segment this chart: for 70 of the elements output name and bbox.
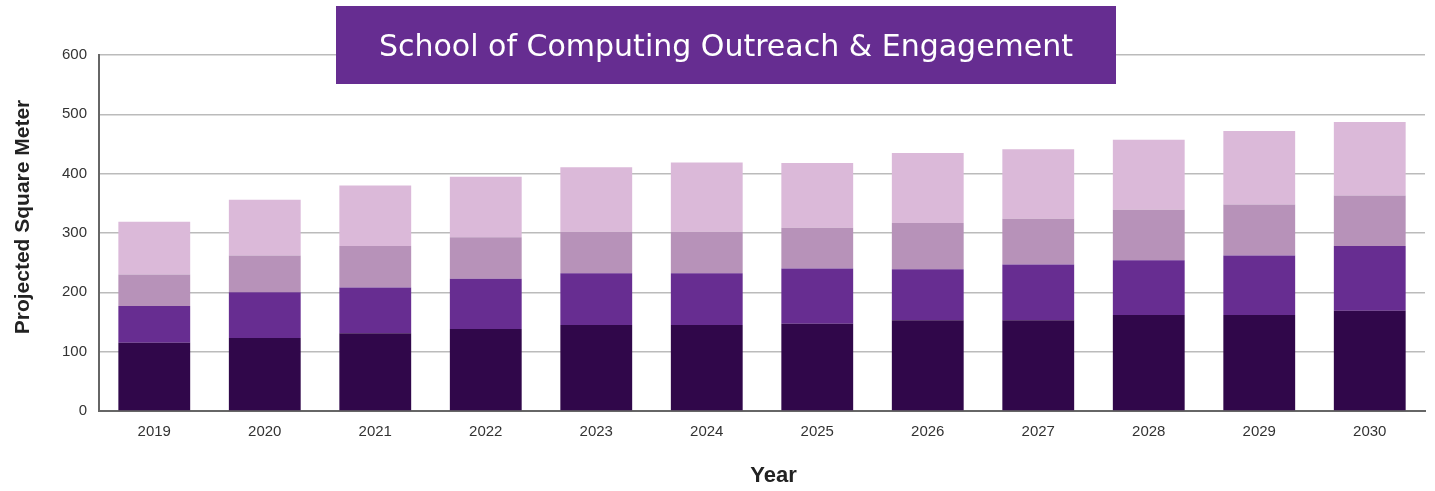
bar bbox=[891, 152, 964, 223]
bar bbox=[560, 231, 633, 274]
bar bbox=[449, 237, 522, 279]
bar bbox=[118, 221, 191, 275]
bar bbox=[228, 338, 301, 411]
x-tick-label: 2020 bbox=[248, 422, 282, 440]
bar bbox=[1333, 310, 1406, 411]
bar bbox=[449, 329, 522, 411]
bar bbox=[339, 287, 412, 334]
bar bbox=[1002, 320, 1075, 411]
bar bbox=[339, 333, 412, 411]
bar bbox=[1223, 255, 1296, 315]
x-tick-label: 2028 bbox=[1132, 422, 1166, 440]
x-tick-label: 2026 bbox=[911, 422, 945, 440]
x-tick-label: 2019 bbox=[137, 422, 171, 440]
chart-title: School of Computing Outreach & Engagement bbox=[336, 6, 1116, 84]
bar bbox=[1333, 246, 1406, 311]
bar bbox=[670, 273, 743, 325]
bar bbox=[891, 320, 964, 411]
bar bbox=[1002, 218, 1075, 265]
y-tick-label: 600 bbox=[62, 45, 88, 63]
x-tick-label: 2021 bbox=[358, 422, 392, 440]
bar bbox=[1002, 149, 1075, 219]
bar bbox=[118, 305, 191, 343]
x-tick-label: 2030 bbox=[1353, 422, 1387, 440]
x-tick-label: 2023 bbox=[579, 422, 613, 440]
bar bbox=[118, 342, 191, 411]
bar bbox=[891, 269, 964, 321]
bar bbox=[118, 274, 191, 306]
bar bbox=[228, 199, 301, 256]
bar bbox=[449, 278, 522, 330]
y-tick-label: 200 bbox=[62, 282, 88, 300]
bar bbox=[339, 246, 412, 288]
bar bbox=[1223, 314, 1296, 411]
bar bbox=[449, 176, 522, 238]
x-tick-label: 2022 bbox=[469, 422, 503, 440]
bar bbox=[228, 255, 301, 293]
x-tick-label: 2029 bbox=[1242, 422, 1276, 440]
bar bbox=[1112, 314, 1185, 411]
bar bbox=[560, 324, 633, 411]
bar bbox=[1112, 260, 1185, 315]
bar bbox=[1223, 204, 1296, 256]
bar bbox=[1333, 122, 1406, 196]
bar bbox=[670, 324, 743, 411]
bar bbox=[891, 222, 964, 270]
bar bbox=[560, 167, 633, 232]
bar bbox=[228, 292, 301, 339]
bar bbox=[670, 231, 743, 274]
y-axis-title: Projected Square Meter bbox=[10, 98, 34, 337]
bar bbox=[781, 227, 854, 269]
bar bbox=[1333, 195, 1406, 247]
y-tick-label: 100 bbox=[62, 341, 88, 359]
x-tick-label: 2027 bbox=[1021, 422, 1055, 440]
y-tick-label: 400 bbox=[62, 163, 88, 181]
bar bbox=[1112, 209, 1185, 261]
x-axis-title: Year bbox=[749, 462, 798, 488]
bar bbox=[1223, 130, 1296, 205]
bar bbox=[781, 162, 854, 228]
y-tick-label: 300 bbox=[62, 223, 88, 241]
bar bbox=[781, 323, 854, 411]
x-tick-label: 2025 bbox=[800, 422, 834, 440]
bar bbox=[1002, 264, 1075, 321]
bar bbox=[339, 185, 412, 247]
y-tick-label: 0 bbox=[78, 401, 88, 419]
bar bbox=[1112, 139, 1185, 210]
y-tick-label: 500 bbox=[62, 104, 88, 122]
bar bbox=[560, 273, 633, 325]
bar bbox=[670, 162, 743, 232]
bar bbox=[781, 268, 854, 324]
x-tick-label: 2024 bbox=[690, 422, 724, 440]
